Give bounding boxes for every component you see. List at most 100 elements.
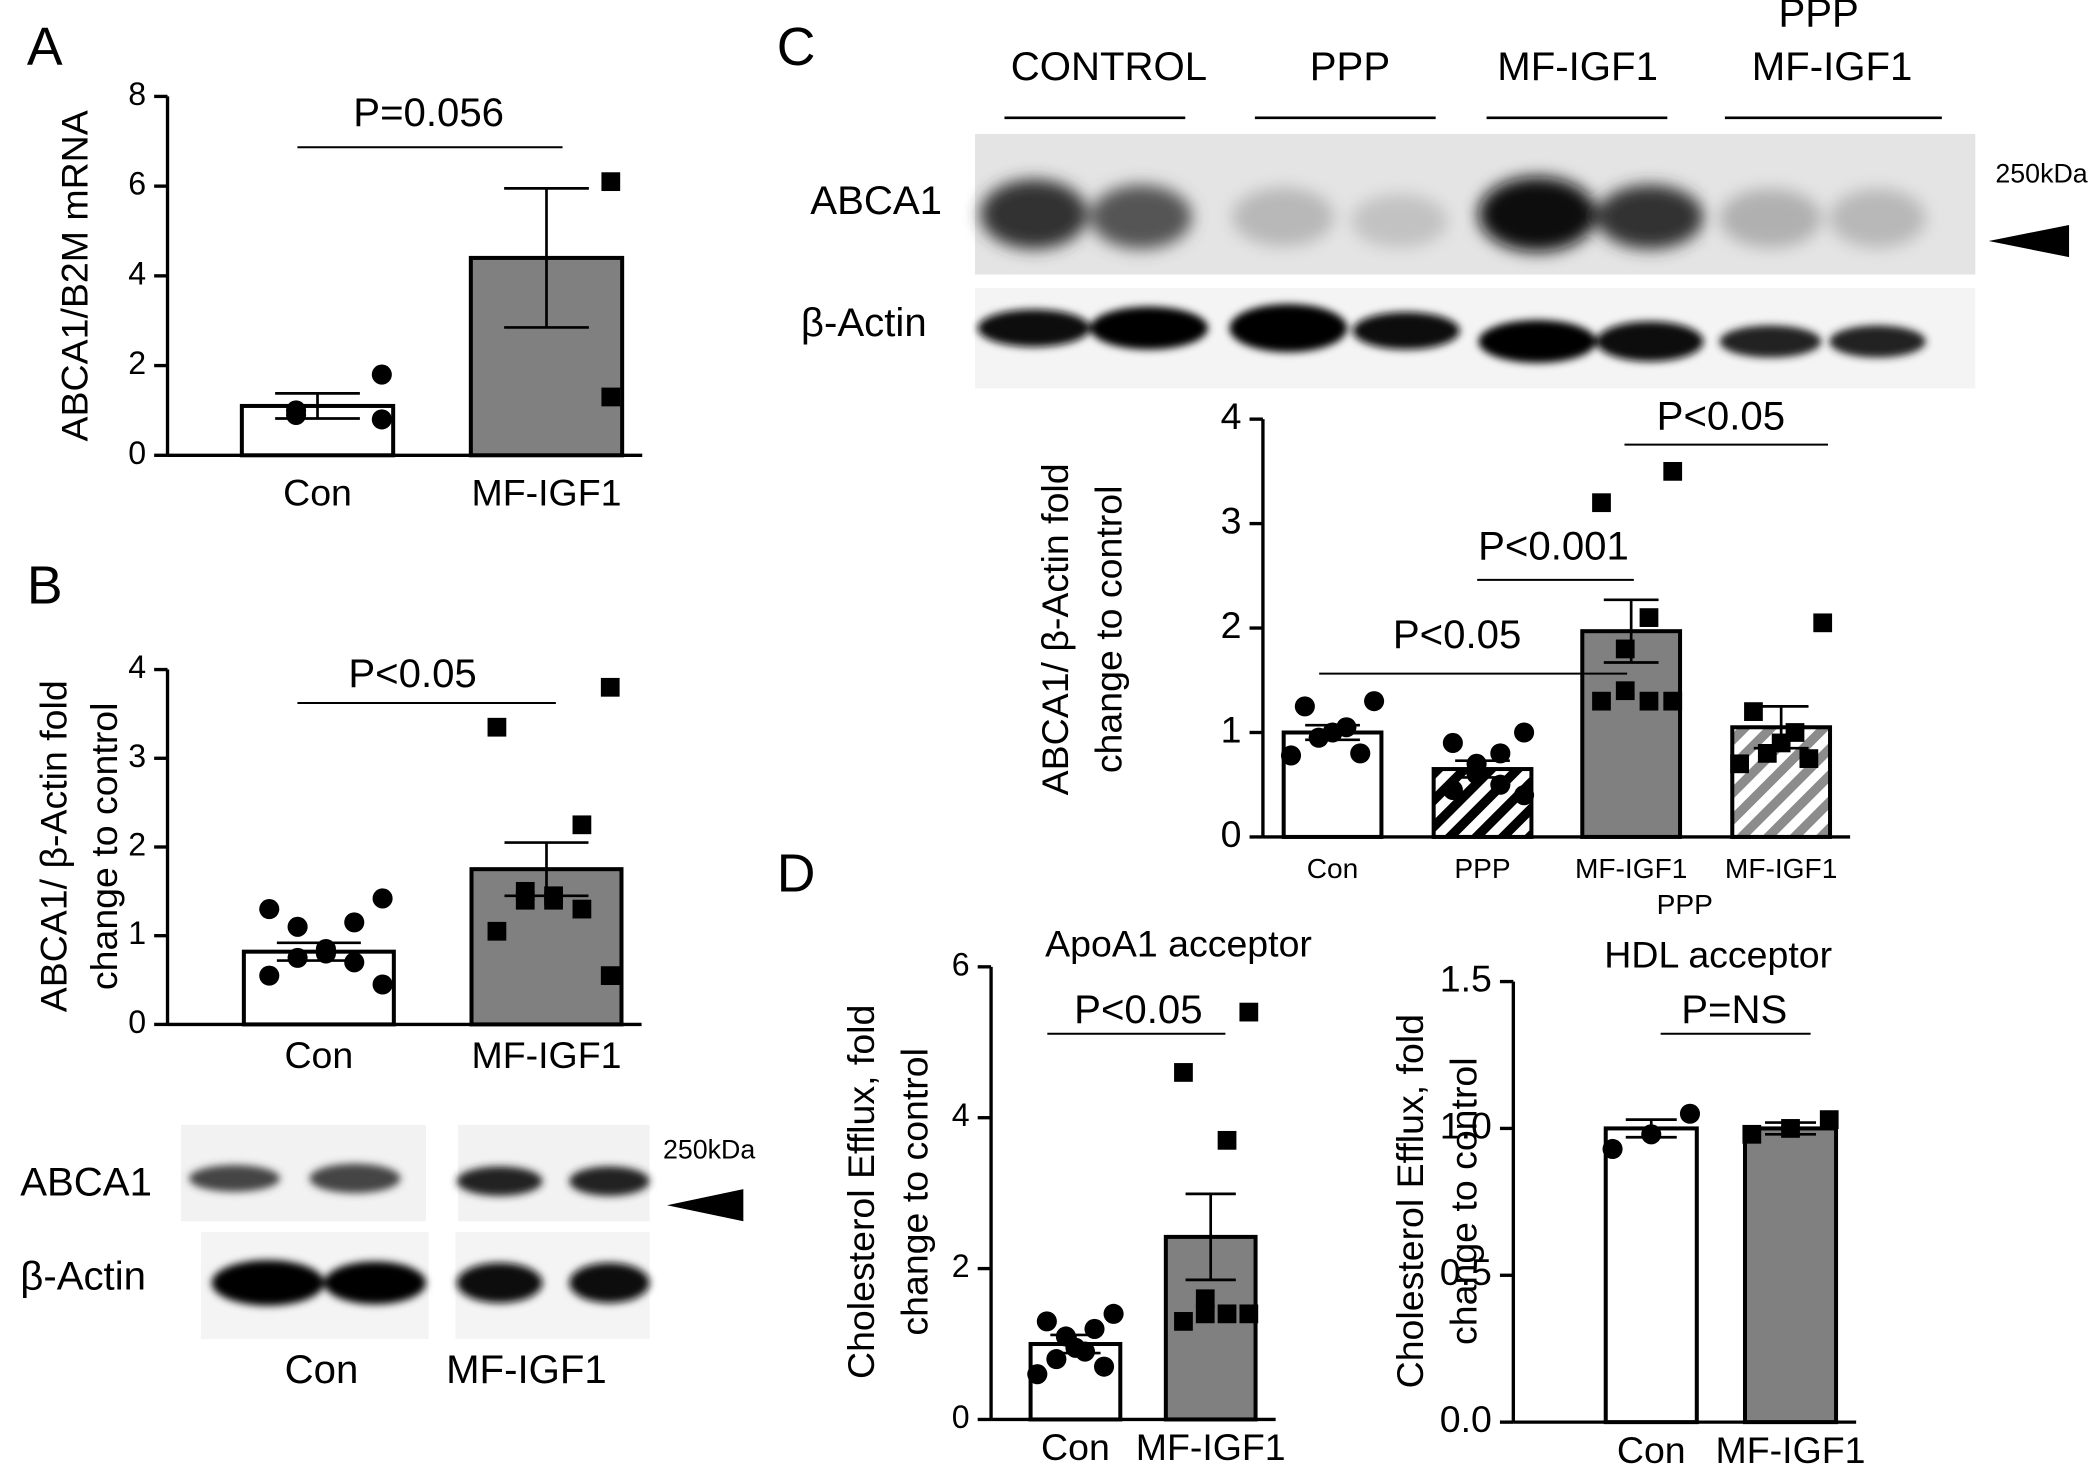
lane-label: MF-IGF1: [1752, 44, 1913, 89]
data-point: [1280, 745, 1302, 766]
data-point: [601, 172, 621, 192]
y-tick-label: 0: [128, 435, 146, 471]
y-tick-label: 0: [128, 1004, 146, 1040]
data-point: [572, 899, 592, 919]
error-bar: [1455, 759, 1510, 779]
data-point: [287, 947, 308, 968]
data-point: [1174, 1063, 1193, 1082]
y-tick-label: 1: [1221, 708, 1242, 750]
data-point: [1592, 493, 1611, 513]
error-bar: [504, 841, 589, 898]
data-point: [600, 966, 620, 985]
data-point: [1742, 1124, 1762, 1144]
data-point: [1442, 732, 1463, 753]
y-tick-label: 2: [952, 1248, 970, 1284]
y-axis-label: change to control: [1088, 486, 1130, 774]
significance-label: P=NS: [1681, 987, 1787, 1032]
y-tick-label: 6: [952, 946, 970, 982]
x-tick-label: MF-IGF1: [1725, 853, 1837, 884]
data-point: [344, 912, 365, 933]
marker-label: 250kDa: [1995, 159, 2087, 189]
data-point: [1799, 749, 1819, 768]
data-point: [487, 921, 507, 941]
data-point: [1195, 1304, 1215, 1324]
data-point: [1174, 1312, 1193, 1331]
lane-label: MF-IGF1: [446, 1347, 607, 1392]
data-point: [1308, 727, 1329, 748]
panel-label: A: [27, 18, 63, 77]
data-point: [1036, 1311, 1057, 1332]
data-point: [1514, 785, 1535, 806]
data-point: [287, 916, 308, 937]
data-point: [1663, 691, 1683, 711]
actin-bands: [211, 1260, 650, 1306]
x-tick-label: Con: [284, 1034, 353, 1076]
data-point: [1364, 691, 1385, 712]
x-tick-label: MF-IGF1: [1575, 853, 1687, 884]
y-tick-label: 0: [1221, 813, 1242, 855]
data-point: [1217, 1304, 1237, 1324]
data-point: [1490, 774, 1511, 795]
row-label: ABCA1: [20, 1160, 152, 1205]
y-tick-label: 3: [1221, 499, 1242, 541]
y-axis-label: change to control: [83, 703, 125, 991]
panel: 0 2 4 6 Cholesterol Efflux, fold change to co…: [840, 923, 1312, 1469]
y-tick-label: 6: [128, 166, 146, 202]
y-tick-label: 2: [128, 345, 146, 381]
data-point: [1195, 1289, 1215, 1309]
error-bar: [275, 392, 360, 420]
data-point: [371, 364, 392, 385]
data-point: [1602, 1138, 1623, 1160]
abca1-bands: [980, 176, 1926, 252]
y-tick-label: 3: [128, 738, 146, 774]
y-tick-label: 4: [128, 649, 146, 685]
y-axis-label: change to control: [893, 1048, 935, 1336]
arrow: [1988, 224, 2070, 258]
error-bar: [1765, 1121, 1817, 1136]
y-tick-label: 1.0: [1440, 1104, 1492, 1146]
error-bar: [1753, 705, 1809, 750]
panel: 0 2 4 6 8 ABCA1/B2M mRNA Con MF-IGF1 P=0.056: [54, 76, 643, 513]
x-tick-label: Con: [1307, 853, 1359, 884]
y-tick-label: 2: [1221, 604, 1242, 646]
chart-title: HDL acceptor: [1604, 933, 1832, 975]
y-tick-label: 8: [128, 76, 146, 112]
data-point: [1294, 696, 1315, 717]
error-bar: [1305, 723, 1360, 742]
data-point: [1027, 1364, 1048, 1385]
data-point: [1639, 608, 1659, 627]
y-axis-label: change to control: [1442, 1057, 1484, 1345]
y-tick-label: 4: [128, 255, 146, 291]
error-bar: [1625, 1118, 1677, 1139]
bar: [241, 949, 396, 1027]
lane-label: Con: [285, 1347, 359, 1392]
error-bar: [1050, 1333, 1101, 1355]
data-point: [1592, 691, 1611, 711]
error-bar: [276, 941, 361, 962]
row-label: ABCA1: [810, 178, 942, 223]
row-label: β-Actin: [20, 1253, 146, 1298]
bar: [1742, 1126, 1839, 1425]
x-tick-label: Con: [283, 471, 352, 513]
data-point: [1819, 1110, 1839, 1129]
x-tick-label: PPP: [1454, 853, 1510, 884]
significance-label: P<0.001: [1478, 524, 1629, 569]
lane-label: PPP: [1778, 0, 1858, 36]
data-point: [1239, 1304, 1259, 1324]
data-point: [1093, 1356, 1115, 1377]
data-point: [601, 387, 621, 407]
y-tick-label: 2: [128, 826, 146, 862]
significance-label: P<0.05: [348, 651, 476, 696]
data-point: [371, 409, 392, 430]
lane-label: MF-IGF1: [1497, 44, 1658, 89]
data-point: [1639, 691, 1659, 711]
y-axis-label: ABCA1/ β-Actin fold: [1034, 463, 1076, 795]
y-axis-label: ABCA1/B2M mRNA: [54, 110, 96, 441]
actin-bands: [977, 303, 1926, 363]
lane-label: CONTROL: [1011, 44, 1207, 89]
x-tick-label: MF-IGF1: [472, 471, 622, 513]
significance-label: P=0.056: [353, 90, 504, 135]
